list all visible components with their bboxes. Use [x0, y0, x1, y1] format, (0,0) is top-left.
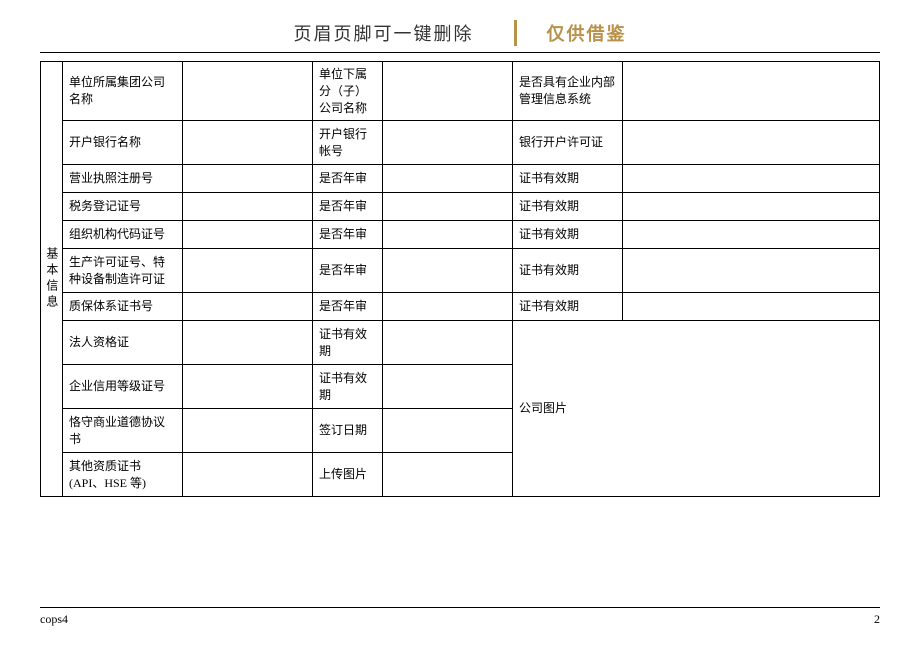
row-label-2: 证书有效期: [313, 321, 383, 365]
row-value-3: [623, 165, 880, 193]
row-label-3: 证书有效期: [513, 193, 623, 221]
row-label-2: 证书有效期: [313, 365, 383, 409]
row-label-1: 企业信用等级证号: [63, 365, 183, 409]
row-value-2: [383, 165, 513, 193]
row-value-2: [383, 321, 513, 365]
row-value-1: [183, 321, 313, 365]
row-label-2: 是否年审: [313, 193, 383, 221]
row-value-2: [383, 453, 513, 497]
row-value-2: [383, 409, 513, 453]
page-footer: cops4 2: [40, 607, 880, 627]
row-label-3: 证书有效期: [513, 249, 623, 293]
row-label-1: 质保体系证书号: [63, 293, 183, 321]
row-value-3: [623, 193, 880, 221]
row-value-3: [623, 121, 880, 165]
row-value-2: [383, 193, 513, 221]
row-value-1: [183, 409, 313, 453]
row-label-2: 是否年审: [313, 249, 383, 293]
row-label-1: 税务登记证号: [63, 193, 183, 221]
row-label-2: 单位下属分（子）公司名称: [313, 62, 383, 121]
footer-left: cops4: [40, 612, 68, 627]
row-label-2: 是否年审: [313, 165, 383, 193]
row-label-3: 银行开户许可证: [513, 121, 623, 165]
row-value-1: [183, 365, 313, 409]
row-value-3: [623, 249, 880, 293]
row-label-3: 证书有效期: [513, 165, 623, 193]
row-value-2: [383, 293, 513, 321]
header-divider: [514, 20, 517, 46]
footer-right: 2: [874, 612, 880, 627]
row-label-1: 法人资格证: [63, 321, 183, 365]
row-label-3: 证书有效期: [513, 221, 623, 249]
row-label-2: 是否年审: [313, 293, 383, 321]
row-label-1: 生产许可证号、特种设备制造许可证: [63, 249, 183, 293]
row-label-1: 开户银行名称: [63, 121, 183, 165]
row-value-2: [383, 121, 513, 165]
row-value-2: [383, 249, 513, 293]
row-value-1: [183, 121, 313, 165]
row-label-2: 开户银行帐号: [313, 121, 383, 165]
row-value-3: [623, 293, 880, 321]
row-value-1: [183, 293, 313, 321]
row-value-3: [623, 62, 880, 121]
row-value-1: [183, 193, 313, 221]
page-header: 页眉页脚可一键删除 仅供借鉴: [40, 20, 880, 53]
row-label-1: 营业执照注册号: [63, 165, 183, 193]
row-value-3: [623, 221, 880, 249]
row-value-1: [183, 62, 313, 121]
row-value-1: [183, 249, 313, 293]
row-value-1: [183, 453, 313, 497]
row-label-2: 是否年审: [313, 221, 383, 249]
company-photo-cell: 公司图片: [513, 321, 880, 497]
row-value-2: [383, 365, 513, 409]
row-label-2: 签订日期: [313, 409, 383, 453]
row-label-2: 上传图片: [313, 453, 383, 497]
row-label-1: 其他资质证书(API、HSE 等): [63, 453, 183, 497]
row-label-1: 恪守商业道德协议书: [63, 409, 183, 453]
row-label-3: 证书有效期: [513, 293, 623, 321]
header-right-text: 仅供借鉴: [537, 20, 627, 46]
row-value-1: [183, 165, 313, 193]
row-value-2: [383, 221, 513, 249]
row-label-1: 组织机构代码证号: [63, 221, 183, 249]
info-table: 基本信息单位所属集团公司名称 单位下属分（子）公司名称 是否具有企业内部管理信息系统…: [40, 61, 880, 497]
side-label: 基本信息: [41, 62, 63, 497]
row-value-1: [183, 221, 313, 249]
row-label-3: 是否具有企业内部管理信息系统: [513, 62, 623, 121]
row-label-1: 单位所属集团公司名称: [63, 62, 183, 121]
header-left-text: 页眉页脚可一键删除: [294, 20, 494, 46]
row-value-2: [383, 62, 513, 121]
